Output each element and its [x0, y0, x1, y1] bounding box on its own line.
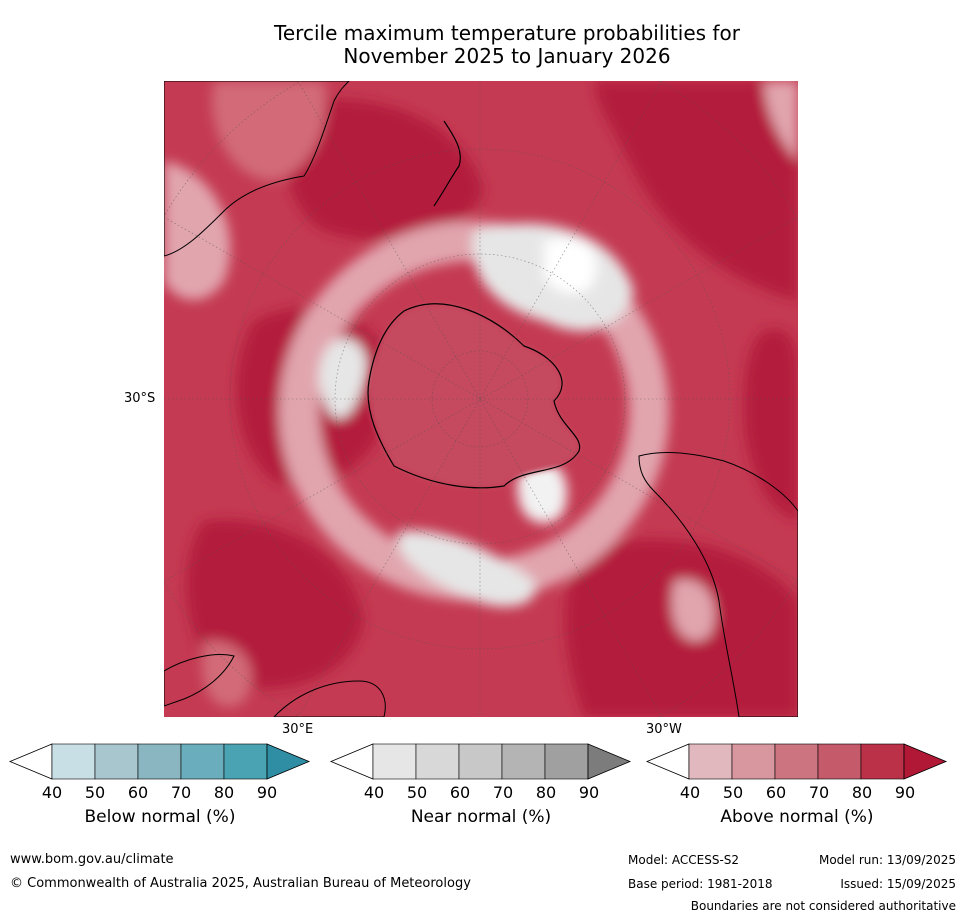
- colorbar-low-extension: [645, 743, 690, 780]
- australia-coastline: [164, 81, 350, 257]
- tick-label: 80: [535, 783, 557, 802]
- tick-label: 50: [406, 783, 428, 802]
- colorbar-high-extension: [903, 743, 948, 780]
- colorbar-label: Above normal (%): [720, 807, 874, 827]
- tick-label: 90: [894, 783, 916, 802]
- africa-coastline: [164, 653, 235, 707]
- chart-title: Tercile maximum temperature probabilitie…: [160, 22, 854, 68]
- antarctica-field: [368, 303, 580, 488]
- colorbar-low-extension: [8, 743, 53, 780]
- colorbar-swatch: [501, 743, 546, 780]
- model-run-date: Model run: 13/09/2025: [818, 853, 956, 867]
- colorbar-swatch: [688, 743, 733, 780]
- tick-label: 70: [170, 783, 192, 802]
- map-canvas: [164, 81, 798, 717]
- probability-map: [164, 81, 798, 717]
- colorbar-below-normal-swatches: [8, 743, 311, 780]
- tick-label: 60: [127, 783, 149, 802]
- colorbar-swatch: [544, 743, 589, 780]
- tick-label: 50: [722, 783, 744, 802]
- title-line-1: Tercile maximum temperature probabilitie…: [274, 21, 740, 45]
- probability-field: [164, 81, 798, 717]
- colorbar-swatch: [817, 743, 862, 780]
- colorbar-swatch: [372, 743, 417, 780]
- colorbar-swatch: [860, 743, 905, 780]
- website-link[interactable]: www.bom.gov.au/climate: [10, 852, 174, 867]
- tick-label: 40: [679, 783, 701, 802]
- colorbar-swatch: [774, 743, 819, 780]
- colorbar-above-normal-swatches: [645, 743, 948, 780]
- longitude-label-west: 30°W: [646, 722, 682, 737]
- colorbar-label: Below normal (%): [84, 807, 236, 827]
- south-america-coastline: [638, 451, 798, 717]
- africa-coastline-2: [273, 680, 386, 717]
- model-name: Model: ACCESS-S2: [628, 853, 740, 867]
- antarctica-coastline: [367, 303, 581, 489]
- colorbar-above-normal: 40 50 60 70 80 90 Above normal (%): [645, 743, 948, 843]
- tick-label: 80: [213, 783, 235, 802]
- colorbar-near-normal: 40 50 60 70 80 90 Near normal (%): [329, 743, 632, 843]
- tick-label: 40: [363, 783, 385, 802]
- new-zealand-coastline: [433, 120, 461, 207]
- boundaries-disclaimer: Boundaries are not considered authoritat…: [690, 899, 956, 913]
- colorbar-swatch: [731, 743, 776, 780]
- tick-label: 60: [449, 783, 471, 802]
- tick-label: 60: [765, 783, 787, 802]
- colorbar-swatch: [458, 743, 503, 780]
- colorbar-swatch: [223, 743, 268, 780]
- colorbar-swatch: [415, 743, 460, 780]
- colorbar-high-extension: [587, 743, 632, 780]
- colorbar-low-extension: [329, 743, 374, 780]
- tick-label: 70: [492, 783, 514, 802]
- colorbar-near-normal-swatches: [329, 743, 632, 780]
- longitude-label-east: 30°E: [282, 722, 314, 737]
- colorbar-high-extension: [266, 743, 311, 780]
- colorbar-label: Near normal (%): [410, 807, 552, 827]
- colorbar-swatch: [180, 743, 225, 780]
- copyright-text: © Commonwealth of Australia 2025, Austra…: [10, 876, 471, 891]
- tick-label: 80: [851, 783, 873, 802]
- issued-date: Issued: 15/09/2025: [840, 877, 956, 891]
- colorbar-below-normal: 40 50 60 70 80 90 Below normal (%): [8, 743, 311, 843]
- title-line-2: November 2025 to January 2026: [343, 44, 671, 68]
- colorbar-swatch: [51, 743, 96, 780]
- colorbar-swatch: [94, 743, 139, 780]
- base-period: Base period: 1981-2018: [628, 877, 773, 891]
- tick-label: 90: [578, 783, 600, 802]
- colorbar-swatch: [137, 743, 182, 780]
- tick-label: 70: [808, 783, 830, 802]
- graticule: [164, 81, 798, 717]
- tick-label: 50: [84, 783, 106, 802]
- tick-label: 90: [256, 783, 278, 802]
- tick-label: 40: [41, 783, 63, 802]
- latitude-label: 30°S: [124, 391, 156, 406]
